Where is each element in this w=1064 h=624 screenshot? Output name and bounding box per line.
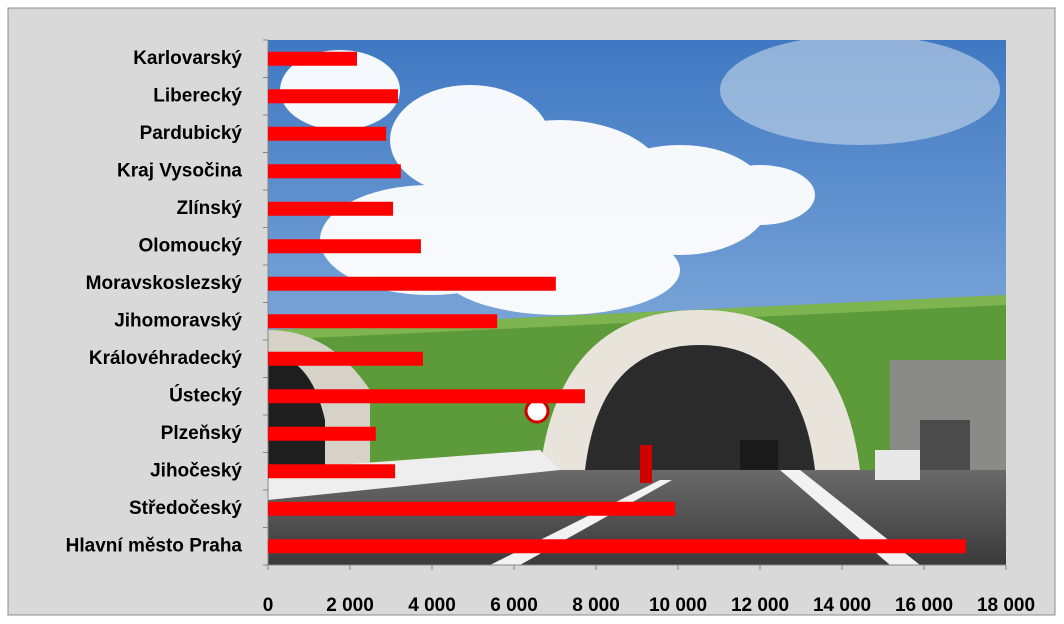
y-tick-label: Kraj Vysočina <box>117 160 242 181</box>
bar <box>268 539 966 554</box>
x-tick-label: 18 000 <box>977 595 1035 616</box>
y-tick-label: Moravskoslezský <box>86 273 243 294</box>
x-tick-label: 2 000 <box>326 595 374 616</box>
y-tick-label: Liberecký <box>153 85 242 106</box>
y-tick-label: Plzeňský <box>161 423 243 444</box>
x-tick-label: 0 <box>263 595 274 616</box>
y-tick-label: Jihočeský <box>150 460 242 481</box>
y-tick-label: Ústecký <box>169 384 242 406</box>
bar <box>268 276 556 291</box>
bar <box>268 389 585 404</box>
x-tick-label: 12 000 <box>731 595 789 616</box>
x-tick-label: 16 000 <box>895 595 953 616</box>
bar <box>268 464 396 479</box>
x-tick-label: 14 000 <box>813 595 871 616</box>
y-tick-label: Královéhradecký <box>89 348 243 369</box>
x-tick-label: 10 000 <box>649 595 707 616</box>
bar <box>268 201 394 216</box>
bar <box>268 89 398 104</box>
background-photo <box>268 40 1006 565</box>
y-tick-label: Středočeský <box>129 498 242 519</box>
x-tick-label: 4 000 <box>408 595 456 616</box>
bar <box>268 314 498 329</box>
y-tick-label: Jihomoravský <box>114 310 242 331</box>
x-tick-label: 8 000 <box>572 595 620 616</box>
y-tick-label: Pardubický <box>140 123 243 144</box>
bar <box>268 164 401 179</box>
bar <box>268 51 357 66</box>
bar <box>268 126 387 141</box>
y-tick-label: Olomoucký <box>139 235 243 256</box>
y-tick-label: Hlavní město Praha <box>66 535 243 556</box>
x-tick-label: 6 000 <box>490 595 538 616</box>
bar <box>268 239 421 254</box>
y-tick-label: Zlínský <box>177 198 243 219</box>
bar <box>268 351 423 366</box>
bar <box>268 501 676 516</box>
bar <box>268 426 376 441</box>
y-tick-label: Karlovarský <box>133 48 242 69</box>
